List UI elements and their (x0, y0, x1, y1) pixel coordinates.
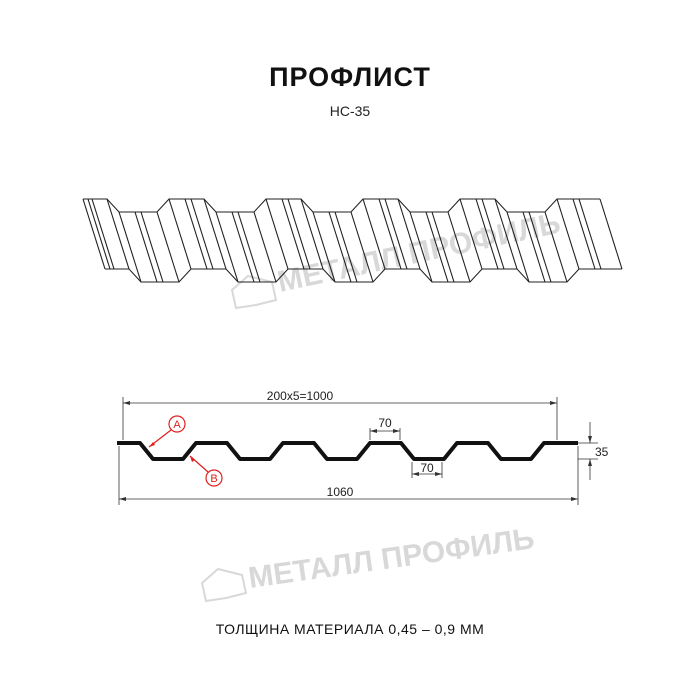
sheet-fold-line (506, 211, 530, 283)
sheet-rib-line (528, 211, 552, 283)
watermark-logo-bottom: МЕТАЛЛ ПРОФИЛЬ (200, 522, 536, 603)
sheet-fold-line (156, 211, 180, 283)
sheet-fold-line (203, 198, 227, 270)
sheet-fold-line (215, 211, 239, 283)
sheet-fold-line (599, 198, 623, 270)
section-profile (117, 441, 578, 461)
sheet-rib-line (475, 198, 499, 270)
total-width-dimension: 1060 (327, 485, 354, 499)
sheet-rib-line (334, 211, 358, 283)
height-dimension: 35 (595, 445, 609, 459)
model-subtitle: НС-35 (329, 103, 371, 119)
sheet-fold-line (544, 211, 568, 283)
watermark-text: МЕТАЛЛ ПРОФИЛЬ (246, 522, 536, 595)
sheet-rib-line (378, 198, 402, 270)
dimension-arrows (119, 401, 592, 501)
sheet-fold-line (362, 198, 386, 270)
sheet-rib-line (91, 198, 115, 270)
sheet-rib-line (140, 211, 164, 283)
sheet-rib-line (481, 198, 505, 270)
pitch-dimension: 200x5=1000 (267, 389, 334, 403)
sheet-fold-line (118, 211, 142, 283)
sheet-fold-line (556, 198, 580, 270)
sheet-fold-line (82, 198, 106, 270)
sheet-rib-line (578, 198, 602, 270)
sheet-fold-line (253, 211, 277, 283)
sheet-rib-line (134, 211, 158, 283)
sheet-fold-line (300, 198, 324, 270)
sheet-fold-line (312, 211, 336, 283)
sheet-fold-line (168, 198, 192, 270)
sheet-rib-line (287, 198, 311, 270)
sheet-fold-line (409, 211, 433, 283)
sheet-top-edge (83, 198, 600, 213)
sheet-rib-line (431, 211, 455, 283)
dimension-lines (118, 397, 598, 505)
sheet-rib-line (190, 198, 214, 270)
sheet-rib-line (328, 211, 352, 283)
sheet-rib-line (281, 198, 305, 270)
sheet-fold-line (447, 211, 471, 283)
sheet-fold-line (106, 198, 130, 270)
callout-a-label: A (173, 419, 181, 431)
sheet-rib-line (237, 211, 261, 283)
sheet-isometric-view (82, 198, 623, 283)
sheet-fold-line (350, 211, 374, 283)
sheet-rib-line (231, 211, 255, 283)
sheet-rib-line (184, 198, 208, 270)
sheet-fold-line (265, 198, 289, 270)
sheet-fold-line (494, 198, 518, 270)
sheet-rib-line (572, 198, 596, 270)
sheet-rib-line (384, 198, 408, 270)
sheet-rib-line (425, 211, 449, 283)
sheet-fold-line (459, 198, 483, 270)
sheet-fold-line (397, 198, 421, 270)
top-width-dimension: 70 (378, 416, 392, 430)
bottom-width-dimension: 70 (420, 461, 434, 475)
sheet-rib-line (522, 211, 546, 283)
sheet-rib-line (87, 198, 111, 270)
material-thickness: ТОЛЩИНА МАТЕРИАЛА 0,45 – 0,9 ММ (215, 621, 485, 637)
sheet-bottom-edge (105, 268, 622, 283)
page-title: ПРОФЛИСТ (269, 62, 431, 92)
callout-b-label: B (210, 473, 217, 485)
